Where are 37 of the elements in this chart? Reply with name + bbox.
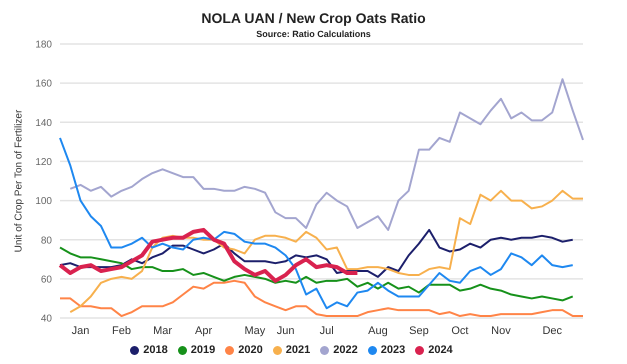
x-tick-label: Nov bbox=[491, 324, 512, 337]
line-series bbox=[59, 280, 584, 318]
y-tick-label: 120 bbox=[35, 156, 52, 168]
x-tick-label: Oct bbox=[451, 324, 469, 337]
y-axis-title: Unit of Crop Per Ton of Fertilizer bbox=[14, 109, 25, 252]
y-tick-label: 100 bbox=[35, 196, 52, 208]
y-tick-label: 60 bbox=[40, 274, 52, 286]
legend-label: 2018 bbox=[143, 344, 168, 356]
y-tick-label: 160 bbox=[35, 78, 52, 90]
legend-label: 2022 bbox=[333, 344, 358, 356]
legend-label: 2020 bbox=[238, 344, 263, 356]
x-tick-label: Jan bbox=[72, 324, 90, 337]
chart-title: NOLA UAN / New Crop Oats Ratio bbox=[200, 10, 427, 26]
y-tick-label: 80 bbox=[40, 235, 52, 246]
x-tick-label: Feb bbox=[112, 324, 132, 337]
legend-label: 2024 bbox=[428, 344, 453, 356]
x-tick-label: Jun bbox=[276, 324, 294, 337]
x-tick-label: Sep bbox=[409, 324, 429, 337]
legend-label: 2019 bbox=[190, 344, 216, 356]
x-tick-label: Jul bbox=[320, 324, 334, 337]
x-tick-label: May bbox=[244, 324, 266, 337]
chart-subtitle: Source: Ratio Calculations bbox=[255, 29, 372, 39]
y-tick-label: 40 bbox=[40, 314, 52, 325]
line-series bbox=[59, 136, 574, 310]
x-tick-label: Dec bbox=[542, 324, 563, 337]
y-tick-label: 140 bbox=[35, 118, 52, 129]
x-tick-label: Apr bbox=[195, 324, 212, 337]
x-tick-label: Aug bbox=[368, 324, 388, 337]
line-series bbox=[69, 190, 584, 314]
line-series bbox=[59, 246, 574, 302]
x-tick-label: Mar bbox=[153, 324, 172, 337]
legend-label: 2023 bbox=[380, 344, 406, 356]
line-series bbox=[59, 228, 574, 278]
line-series bbox=[69, 78, 584, 231]
line-series bbox=[58, 228, 360, 283]
legend-label: 2021 bbox=[286, 344, 310, 356]
y-tick-label: 180 bbox=[35, 40, 52, 51]
